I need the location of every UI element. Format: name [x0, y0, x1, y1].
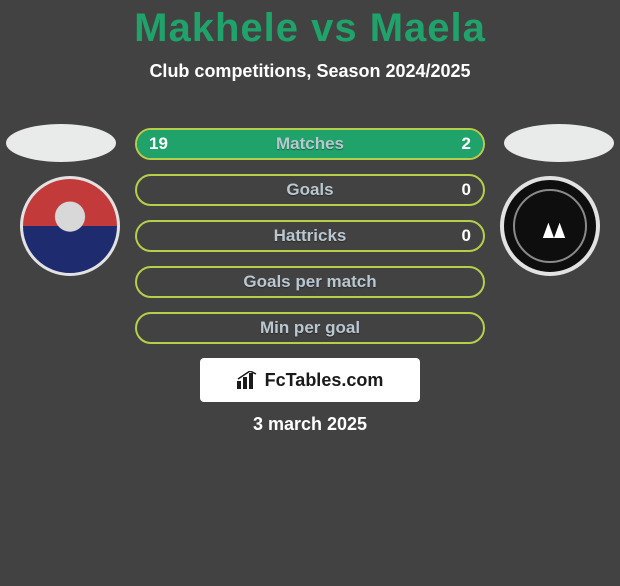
player-left-photo — [6, 124, 116, 162]
stat-label: Min per goal — [137, 314, 483, 342]
stat-label: Hattricks — [137, 222, 483, 250]
stat-row: Goals 0 — [135, 174, 485, 206]
date-label: 3 march 2025 — [0, 414, 620, 435]
stat-row: Hattricks 0 — [135, 220, 485, 252]
stat-value-right: 0 — [450, 176, 483, 204]
stats-container: 19 Matches 2 Goals 0 Hattricks 0 Goals p… — [135, 128, 485, 358]
barchart-icon — [237, 371, 259, 389]
stat-label: Goals — [137, 176, 483, 204]
page-title: Makhele vs Maela — [0, 6, 620, 51]
subtitle: Club competitions, Season 2024/2025 — [0, 61, 620, 82]
club-right-badge — [500, 176, 600, 276]
stat-value-right: 2 — [450, 130, 483, 158]
club-left-badge — [20, 176, 120, 276]
stat-value-right: 0 — [450, 222, 483, 250]
brand-box: FcTables.com — [200, 358, 420, 402]
stat-row: Goals per match — [135, 266, 485, 298]
player-right-photo — [504, 124, 614, 162]
brand-text: FcTables.com — [265, 370, 384, 391]
stat-row: Min per goal — [135, 312, 485, 344]
stat-row: 19 Matches 2 — [135, 128, 485, 160]
stat-label: Goals per match — [137, 268, 483, 296]
stat-label: Matches — [137, 130, 483, 158]
